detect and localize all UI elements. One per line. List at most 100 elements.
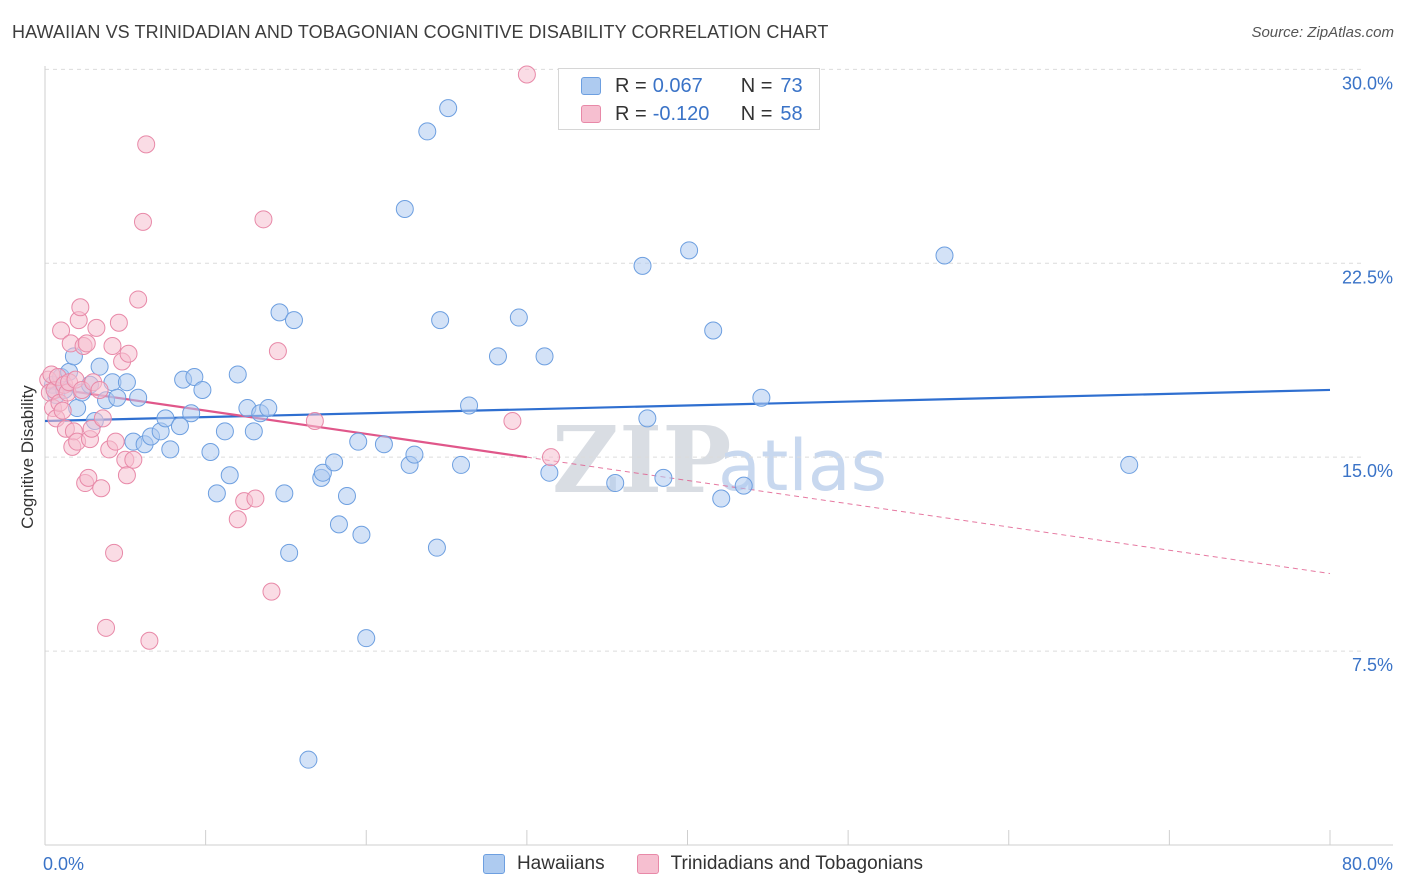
trinidadian-point: [97, 618, 116, 637]
axes: [44, 66, 1393, 846]
trinidadian-point: [82, 419, 101, 438]
hawaiian-point: [431, 311, 450, 330]
y-tick-label: 15.0%: [1342, 461, 1393, 481]
legend-row-hawaiians: R = 0.067 N = 73: [581, 73, 803, 99]
hawaiian-point: [704, 321, 723, 340]
trinidadian-point: [109, 313, 128, 332]
trinidadian-point: [106, 432, 125, 451]
legend-swatch-blue: [581, 77, 601, 95]
hawaiian-point: [352, 525, 371, 544]
trinidadian-point: [93, 409, 112, 428]
legend-item-hawaiians[interactable]: Hawaiians: [482, 853, 605, 875]
hawaiian-point: [439, 99, 458, 118]
y-tick-label: 22.5%: [1342, 267, 1393, 287]
trinidadian-point: [79, 468, 98, 487]
trinidadian-point: [119, 344, 138, 363]
x-tick-label: 0.0%: [43, 854, 84, 874]
hawaiian-point: [337, 486, 356, 505]
hawaiian-point: [935, 246, 954, 265]
hawaiian-point: [220, 466, 239, 485]
trinidadian-point: [133, 212, 152, 231]
hawaiian-point: [185, 368, 204, 387]
legend-swatch-pink: [636, 854, 659, 874]
trinidadian-point: [246, 489, 265, 508]
source-credit: Source: ZipAtlas.com: [1251, 24, 1394, 41]
hawaiian-point: [452, 455, 471, 474]
legend-swatch-blue: [482, 854, 505, 874]
watermark-atlas: atlas: [718, 425, 887, 507]
hawaiian-point: [535, 347, 554, 366]
trinidadian-point: [87, 318, 106, 337]
trinidadian-point: [71, 298, 90, 317]
trinidadian-point: [103, 337, 122, 356]
hawaiian-point: [540, 463, 559, 482]
hawaiian-point: [284, 311, 303, 330]
trinidadian-point: [117, 466, 136, 485]
trinidadian-point: [129, 290, 148, 309]
y-tick-label: 7.5%: [1352, 655, 1393, 675]
trinidadian-point: [77, 334, 96, 353]
legend-r-value: -0.120: [652, 102, 710, 125]
legend-r-label: R =: [615, 74, 647, 97]
trinidadian-point: [92, 479, 111, 498]
legend-r-value: 0.067: [652, 74, 703, 97]
hawaiian-point: [1120, 455, 1139, 474]
hawaiian-point: [509, 308, 528, 327]
hawaiian-point: [259, 399, 278, 418]
hawaiian-point: [712, 489, 731, 508]
hawaiian-point: [228, 365, 247, 384]
trinidadian-point: [137, 135, 156, 154]
hawaiian-point: [329, 515, 348, 534]
hawaiian-point: [357, 629, 376, 648]
trinidadian-point: [541, 448, 560, 467]
trinidadian-point: [90, 380, 109, 399]
legend-item-trinidadians[interactable]: Trinidadians and Tobagonians: [636, 853, 924, 875]
series-legend: Hawaiians Trinidadians and Tobagonians: [0, 850, 1406, 878]
chart-title: HAWAIIAN VS TRINIDADIAN AND TOBAGONIAN C…: [12, 22, 829, 42]
hawaiian-point: [405, 445, 424, 464]
hawaiian-point: [680, 241, 699, 260]
legend-swatch-pink: [581, 105, 601, 123]
hawaiian-point: [156, 409, 175, 428]
hawaiian-point: [117, 373, 136, 392]
hawaiian-point: [349, 432, 368, 451]
hawaiian-point: [633, 256, 652, 275]
trinidadian-point: [503, 411, 522, 430]
hawaiian-point: [427, 538, 446, 557]
legend-n-value: 58: [780, 102, 803, 125]
hawaiian-point: [299, 750, 318, 769]
trinidadians-points: [39, 65, 560, 650]
hawaiian-point: [215, 422, 234, 441]
trinidadian-point: [140, 631, 159, 650]
legend-n-label: N =: [740, 102, 773, 125]
hawaiian-point: [193, 380, 212, 399]
trinidadian-point: [105, 543, 124, 562]
hawaiian-point: [654, 468, 673, 487]
tick-labels: 7.5% 15.0% 22.5% 30.0% 0.0% 80.0%: [43, 73, 1393, 874]
hawaiian-point: [606, 474, 625, 493]
legend-r-label: R =: [615, 102, 647, 125]
hawaiian-point: [752, 388, 771, 407]
trinidadian-point: [228, 510, 247, 529]
hawaiian-point: [90, 357, 109, 376]
hawaiian-point: [418, 122, 437, 141]
legend-label-hawaiians: Hawaiians: [516, 853, 605, 874]
trinidadian-point: [53, 401, 72, 420]
hawaiian-point: [108, 388, 127, 407]
legend-n-value: 73: [780, 74, 803, 97]
trinidadian-point: [305, 411, 324, 430]
y-axis-label: Cognitive Disability: [18, 385, 37, 529]
hawaiian-point: [270, 303, 289, 322]
hawaiian-point: [638, 409, 657, 428]
hawaiian-point: [395, 199, 414, 218]
legend-n-label: N =: [740, 74, 773, 97]
hawaiian-point: [734, 476, 753, 495]
legend-label-trinidadians: Trinidadians and Tobagonians: [670, 853, 924, 874]
trinidadian-point: [124, 450, 143, 469]
hawaiian-point: [280, 543, 299, 562]
trinidadian-point: [254, 210, 273, 229]
legend-row-trinidadians: R = -0.120 N = 58: [581, 101, 803, 127]
x-tick-label: 80.0%: [1342, 854, 1393, 874]
hawaiian-point: [170, 417, 189, 436]
